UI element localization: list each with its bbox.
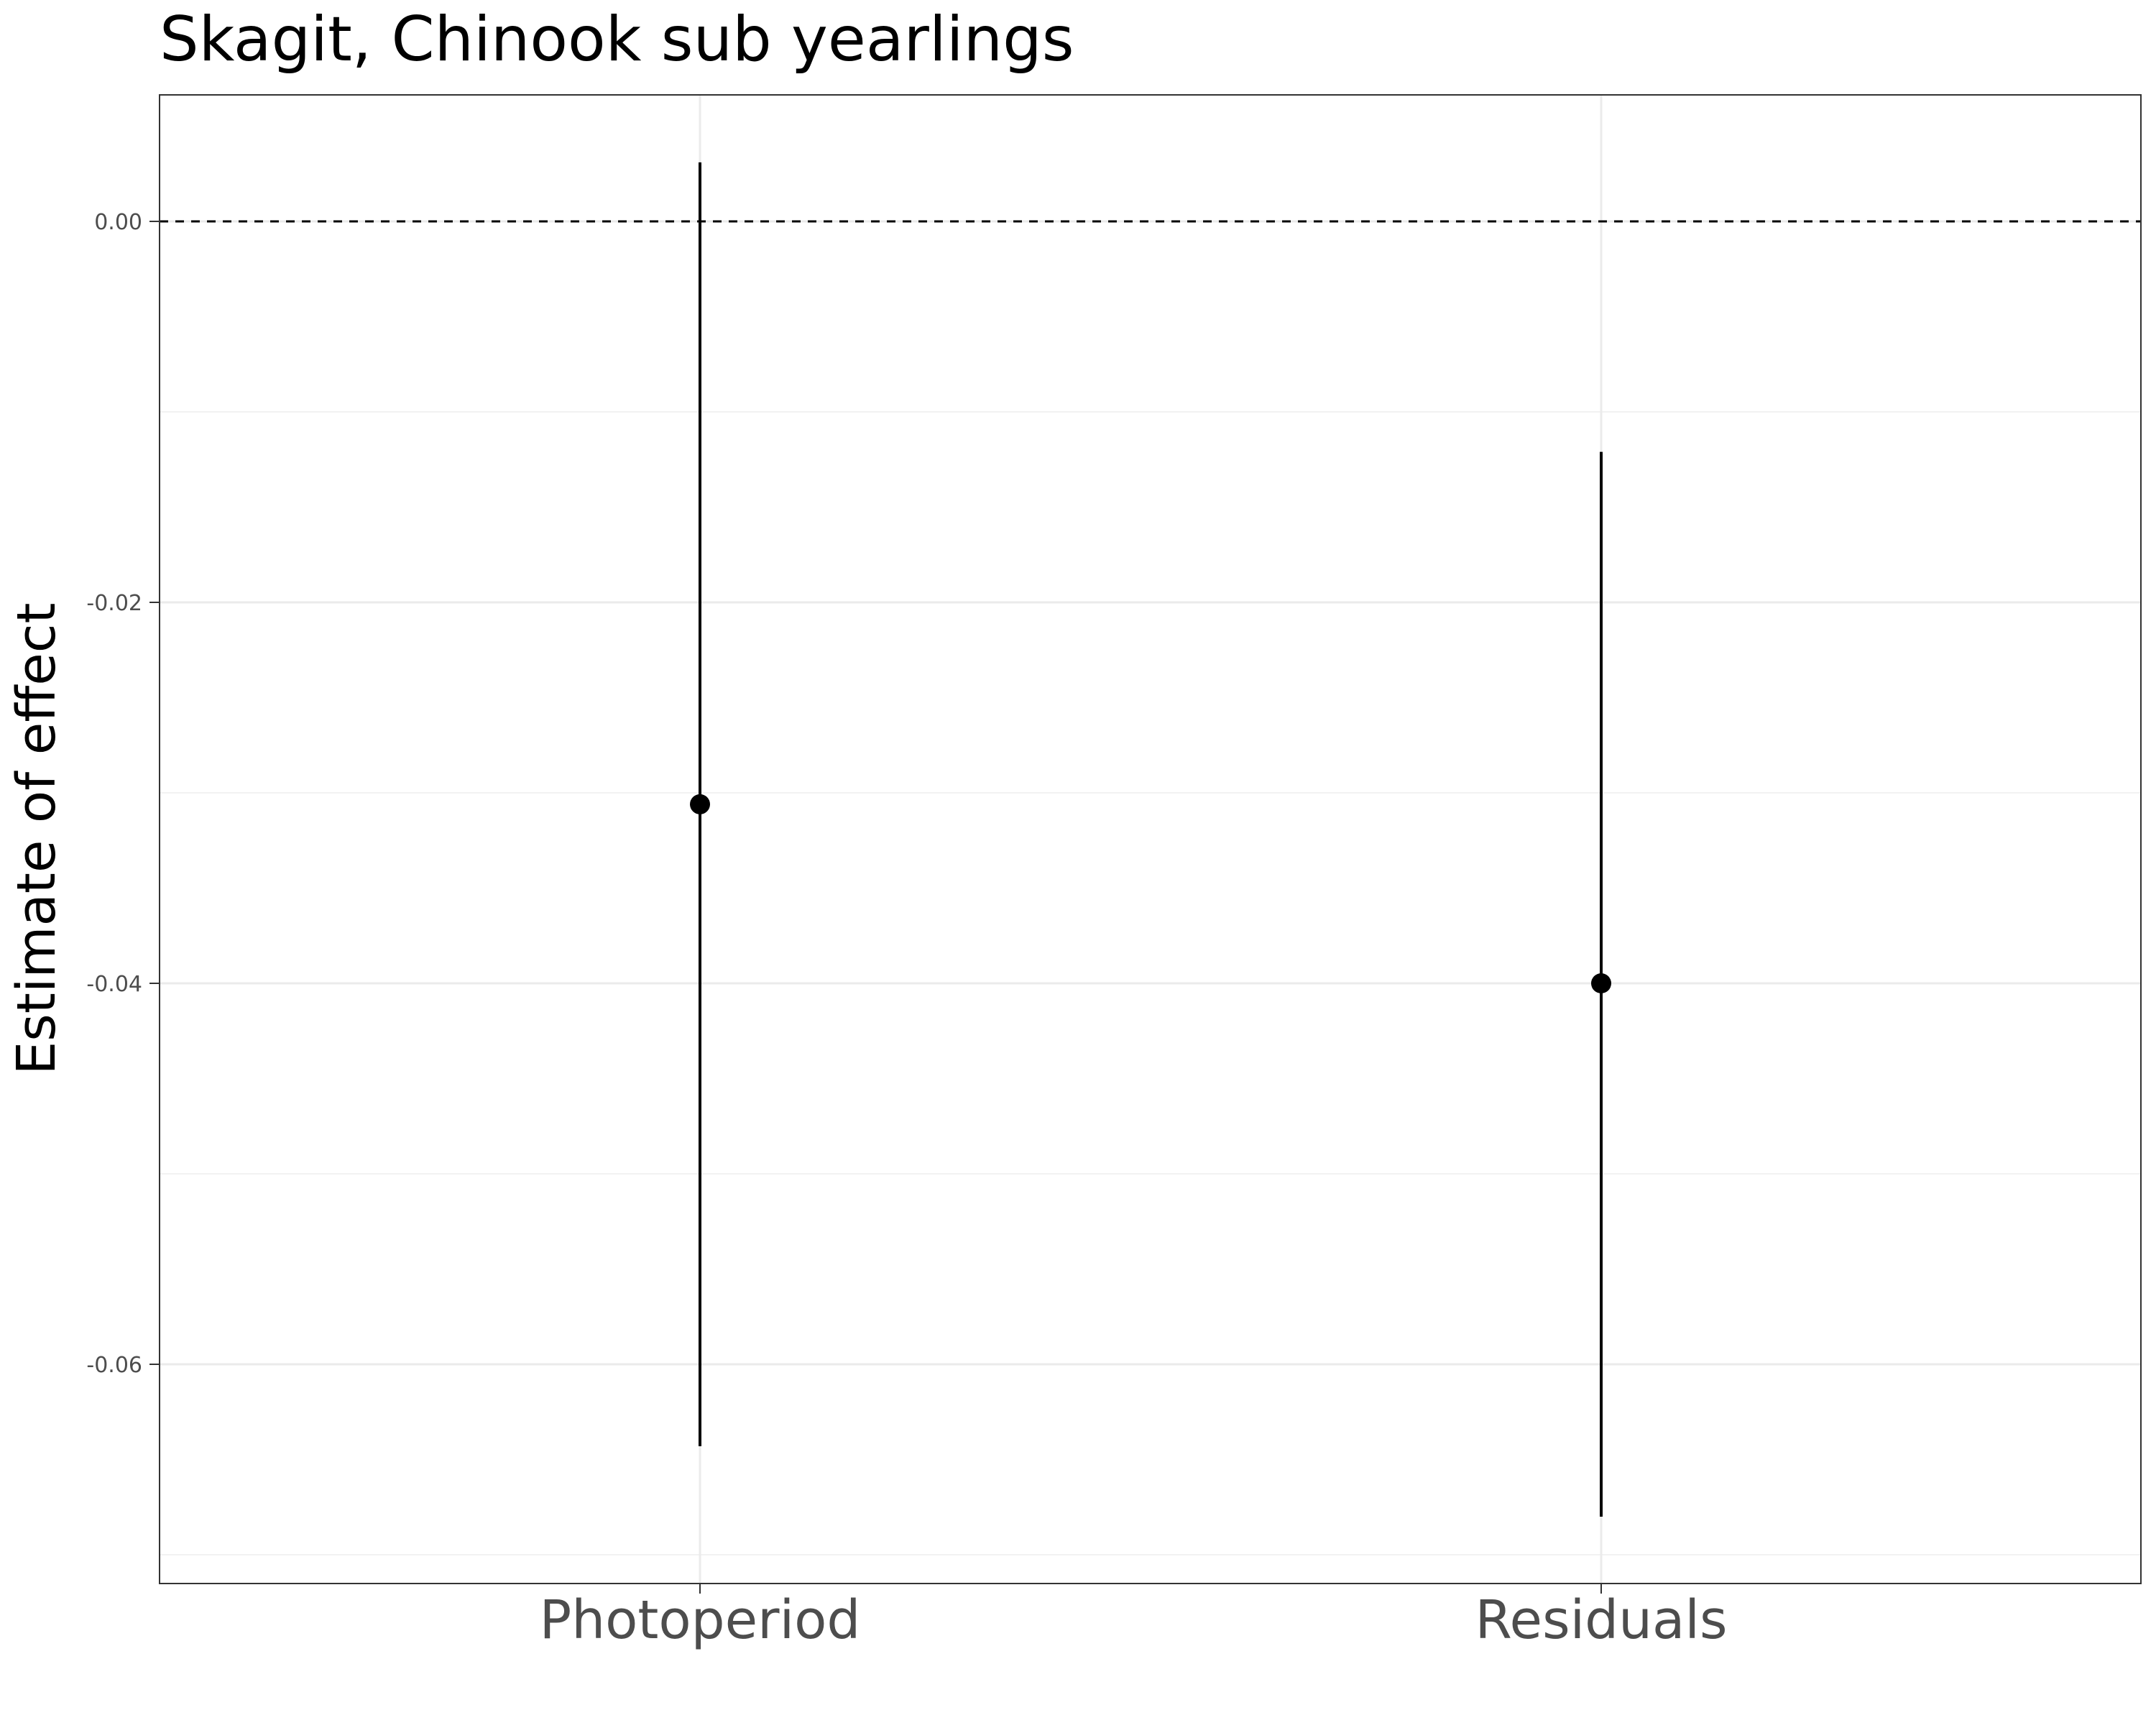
y-axis: 0.00 -0.02 -0.04 -0.06: [86, 210, 160, 1378]
point-photoperiod: [690, 794, 710, 814]
x-tick-label-residuals: Residuals: [1475, 1589, 1727, 1651]
chart-title: Skagit, Chinook sub yearlings: [160, 4, 1074, 75]
y-axis-title: Estimate of effect: [6, 603, 68, 1075]
y-tick-label: -0.06: [86, 1353, 142, 1378]
point-residuals: [1591, 973, 1611, 993]
y-tick-label: -0.04: [86, 972, 142, 997]
y-tick-label: -0.02: [86, 591, 142, 616]
panel-border: [159, 94, 2142, 1584]
point-layer: [690, 794, 1611, 993]
x-tick-label-photoperiod: Photoperiod: [540, 1589, 861, 1651]
x-axis: Photoperiod Residuals: [540, 1584, 1728, 1651]
y-tick-label: 0.00: [94, 210, 142, 235]
